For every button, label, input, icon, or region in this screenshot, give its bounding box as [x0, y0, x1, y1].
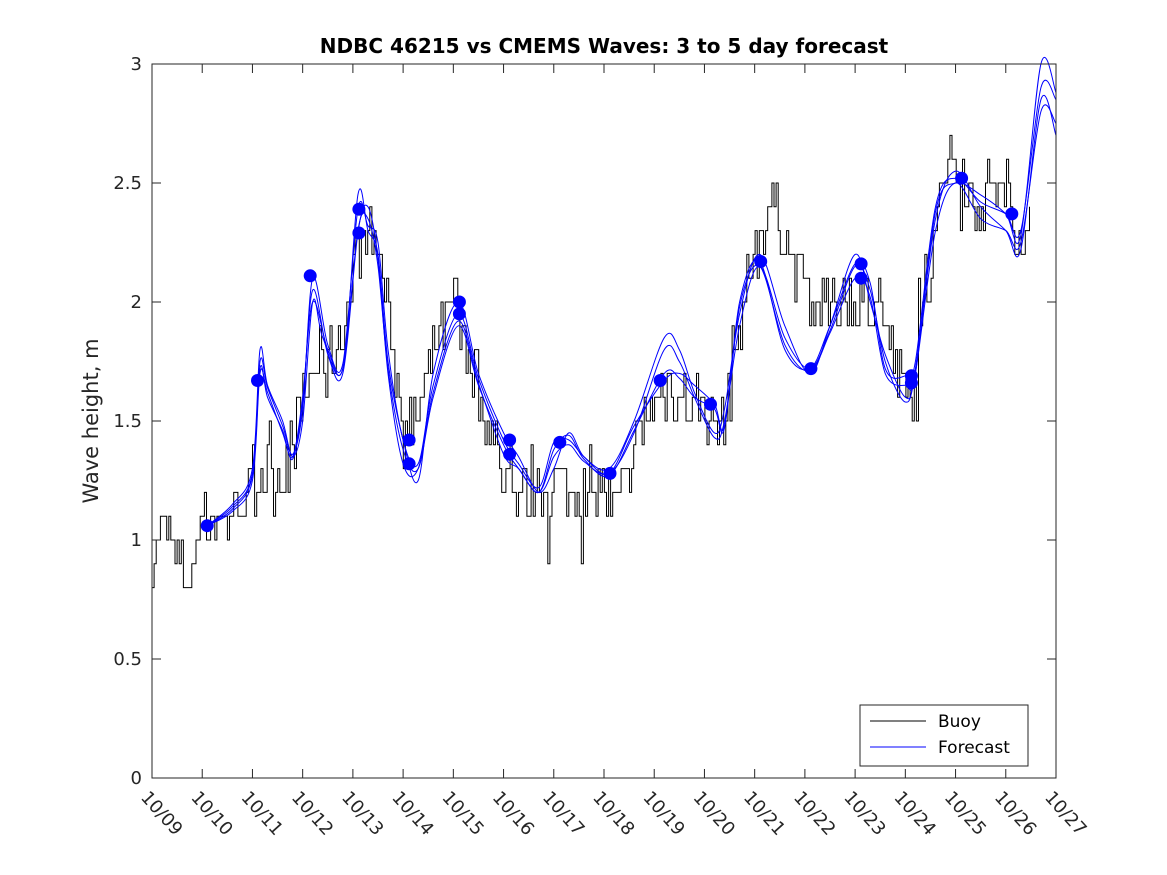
- forecast-marker-4: [352, 202, 366, 216]
- x-tick-label: 10/27: [1040, 787, 1090, 840]
- y-tick-label: 2.5: [113, 173, 142, 194]
- legend-forecast-label: Forecast: [938, 738, 1010, 758]
- forecast-marker-9: [452, 307, 466, 321]
- forecast-marker-3: [303, 269, 317, 283]
- forecast-marker-21: [904, 376, 918, 390]
- forecast-marker-1: [200, 519, 214, 533]
- x-tick-label: 10/25: [940, 787, 990, 840]
- forecast-marker-8: [452, 295, 466, 309]
- x-tick-label: 10/16: [488, 787, 538, 840]
- forecast-marker-17: [804, 362, 818, 376]
- legend-buoy-label: Buoy: [938, 712, 981, 732]
- forecast-marker-12: [553, 435, 567, 449]
- series-layer: [152, 56, 1057, 589]
- forecast-line-2: [206, 95, 1057, 527]
- legend-box: [859, 704, 1029, 767]
- x-tick-label: 10/18: [588, 787, 638, 840]
- x-tick-label: 10/23: [839, 787, 889, 840]
- y-tick-label: 0.5: [113, 649, 142, 670]
- forecast-marker-6: [402, 433, 416, 447]
- y-tick-label: 2: [131, 292, 142, 313]
- y-tick-label: 0: [131, 768, 142, 789]
- forecast-marker-10: [503, 433, 517, 447]
- x-tick-label: 10/17: [538, 787, 588, 840]
- forecast-marker-13: [603, 466, 617, 480]
- x-tick-label: 10/11: [237, 787, 287, 840]
- forecast-marker-23: [1005, 207, 1019, 221]
- forecast-marker-14: [653, 374, 667, 387]
- x-tick-label: 10/12: [287, 787, 337, 840]
- y-tick-label: 1.5: [113, 411, 142, 432]
- x-tick-label: 10/14: [387, 787, 437, 840]
- forecast-marker-7: [402, 457, 416, 471]
- y-tick-label: 1: [131, 530, 142, 551]
- x-tick-label: 10/13: [337, 787, 387, 840]
- x-tick-label: 10/26: [990, 787, 1040, 840]
- forecast-marker-11: [503, 447, 517, 461]
- forecast-marker-18: [854, 257, 868, 271]
- plot-area: [152, 64, 1056, 778]
- forecast-marker-22: [955, 171, 969, 185]
- legend: Buoy Forecast: [859, 704, 1029, 767]
- forecast-marker-5: [352, 226, 366, 240]
- chart-title: NDBC 46215 vs CMEMS Waves: 3 to 5 day fo…: [320, 34, 889, 58]
- forecast-line-4: [206, 56, 1057, 527]
- x-tick-label: 10/15: [438, 787, 488, 840]
- x-tick-label: 10/22: [789, 787, 839, 840]
- x-tick-label: 10/19: [638, 787, 688, 840]
- x-tick-label: 10/21: [739, 787, 789, 840]
- x-tick-label: 10/10: [186, 787, 236, 840]
- forecast-marker-2: [251, 374, 264, 387]
- x-tick-label: 10/20: [689, 787, 739, 840]
- forecast-marker-15: [704, 397, 717, 411]
- y-axis-label: Wave height, m: [79, 338, 103, 503]
- forecast-marker-16: [754, 255, 768, 268]
- forecast-marker-19: [854, 271, 868, 285]
- x-tick-label: 10/09: [136, 787, 186, 840]
- x-tick-label: 10/24: [890, 787, 940, 840]
- y-tick-label: 3: [131, 54, 142, 75]
